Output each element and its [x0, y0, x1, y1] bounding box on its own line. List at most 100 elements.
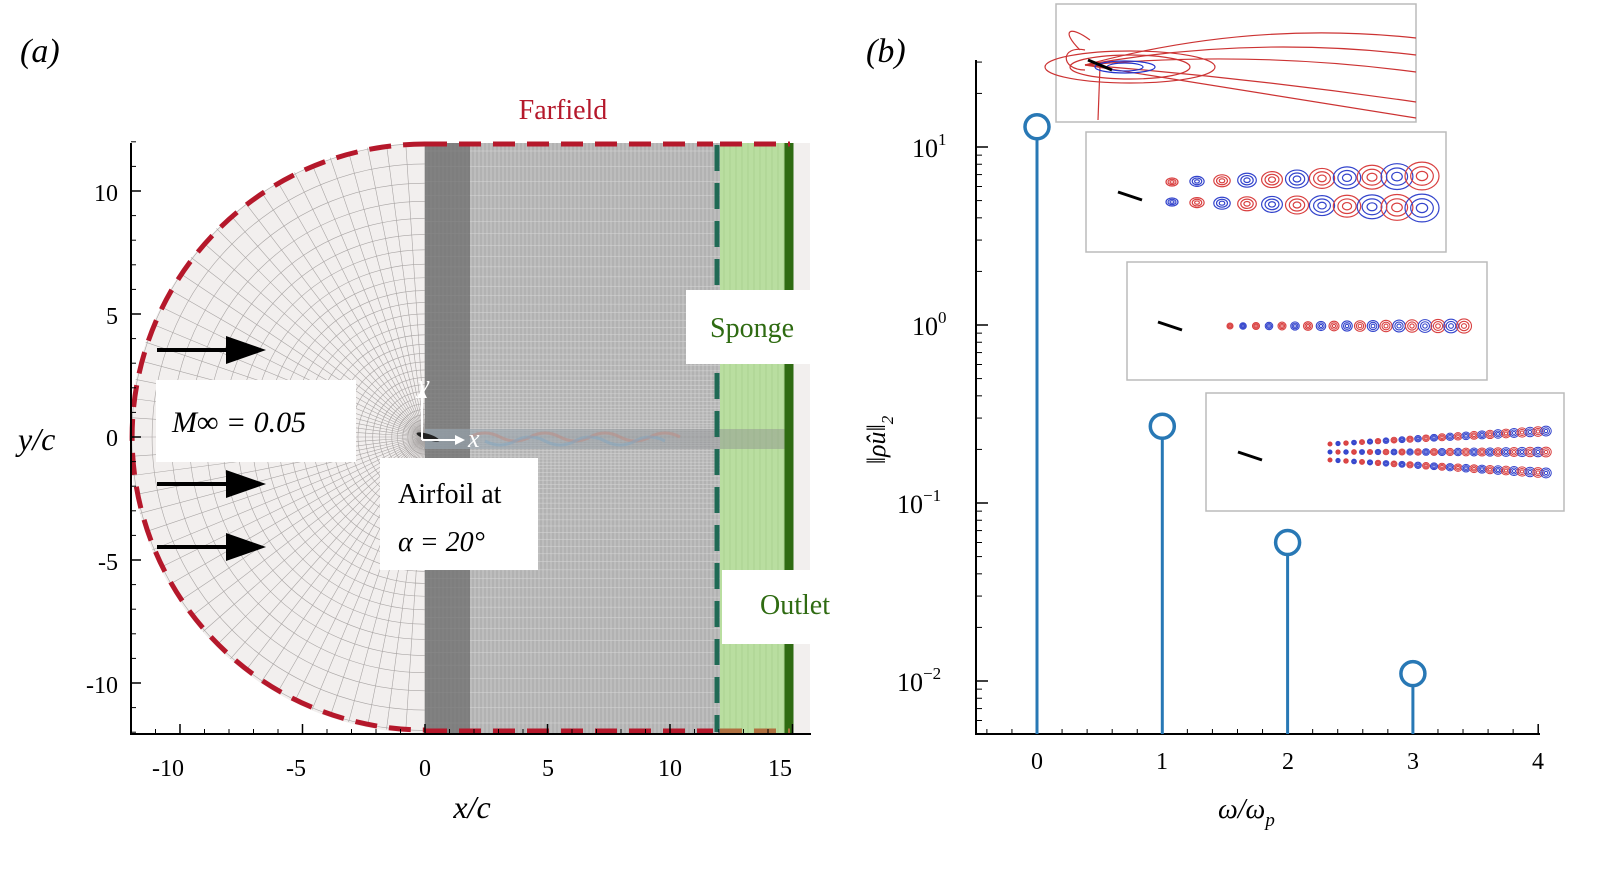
inset-contour: [1267, 201, 1277, 208]
inset-contour: [1191, 198, 1203, 207]
inset-contour: [1454, 464, 1462, 471]
inset-contour: [1218, 200, 1226, 206]
inset-contour: [1410, 166, 1434, 186]
inset-contour: [1254, 324, 1258, 328]
inset-contour: [1328, 320, 1340, 332]
inset-contour: [1336, 450, 1340, 454]
mesh-arc-line: [151, 163, 426, 711]
inset-contour: [1376, 461, 1380, 465]
inset-contour: [1462, 448, 1470, 456]
inset-contour: [1543, 428, 1549, 434]
inset-contour: [1485, 464, 1495, 475]
mach-label-box: [156, 380, 356, 462]
inset-contour: [1317, 174, 1327, 183]
inset-contour: [1267, 176, 1277, 183]
mesh-arc-line: [412, 424, 426, 450]
inset-contour: [1519, 430, 1525, 435]
inset-contour: [1454, 449, 1462, 455]
inset-contour: [1464, 466, 1468, 470]
inset-contour: [1215, 176, 1229, 186]
inset-contour: [1384, 450, 1388, 454]
inset-contour: [1432, 450, 1436, 454]
inset-contour: [1540, 425, 1552, 437]
inset-contour: [1391, 171, 1403, 182]
svg-text:‖ρ̂u‖2: ‖ρ̂u‖2: [862, 415, 897, 464]
inset-contour: [1439, 463, 1445, 470]
inset-contour: [1264, 198, 1280, 211]
inset-contour: [1327, 441, 1333, 447]
inset-contour: [1165, 177, 1179, 187]
inset-contour: [1406, 435, 1414, 443]
inset-contour: [1343, 458, 1349, 464]
mesh-radial-line: [260, 191, 426, 438]
inset-contour: [1379, 319, 1393, 333]
inset-contour: [1415, 462, 1421, 468]
inset-contour: [1480, 467, 1484, 471]
inset-contour: [1424, 436, 1428, 440]
mesh-radial-line: [179, 272, 426, 438]
inset-contour: [1330, 322, 1338, 330]
inset-contour: [1226, 322, 1234, 330]
inset-contour: [1366, 438, 1374, 445]
tick-b-y-2: 10−1: [897, 486, 941, 519]
inset-contour: [1422, 448, 1430, 456]
inset-contour: [1486, 448, 1494, 456]
inset-contour: [1454, 433, 1462, 440]
panel-b-label: (b): [866, 33, 906, 70]
inset-contour: [1456, 450, 1460, 454]
inset-contour: [1432, 321, 1444, 331]
inset-contour: [1382, 437, 1390, 444]
inset-contour: [1423, 463, 1429, 469]
inset-contour: [1328, 450, 1332, 454]
inset-contour: [1360, 440, 1364, 444]
inset-contour: [1368, 321, 1378, 331]
inset-contour: [1332, 194, 1362, 218]
inset-contour: [1477, 464, 1487, 474]
inset-contour: [1240, 174, 1254, 186]
inset-contour: [1440, 435, 1444, 439]
inset-contour: [1359, 439, 1365, 446]
mesh-radial-line: [277, 181, 426, 438]
axis-a-ylabel: y/c: [15, 421, 55, 457]
inset-contour: [1359, 449, 1365, 455]
inset-contour: [1542, 427, 1550, 435]
inset-contour: [1374, 437, 1382, 445]
sponge-label: Sponge: [710, 313, 794, 344]
inset-contour: [1439, 434, 1445, 441]
inset-contour: [1383, 449, 1389, 455]
inset-contour: [1351, 440, 1357, 445]
inset-contour: [1478, 448, 1486, 456]
inset-contour: [1343, 449, 1349, 455]
inset-contour: [1480, 450, 1484, 454]
inset-contour: [1535, 449, 1541, 455]
inset-contour: [1332, 166, 1362, 190]
inset-contour: [1423, 449, 1429, 455]
inset-contour: [1478, 431, 1486, 439]
inset-contour: [1446, 433, 1454, 440]
inset-contour: [1472, 466, 1476, 471]
inset-contour: [1478, 465, 1486, 473]
tick-b-x-0: 0: [1031, 749, 1043, 775]
inset-contour: [1253, 323, 1259, 329]
inset-contour: [1382, 448, 1390, 456]
inset-contour: [1391, 449, 1397, 455]
inset-contour: [1400, 450, 1404, 454]
inset-contour: [1404, 161, 1440, 191]
inset-contour: [1304, 322, 1312, 330]
inset-contour: [1443, 318, 1459, 334]
inset-contour: [1422, 434, 1430, 443]
inset-contour: [1336, 441, 1340, 446]
tick-a-y-2: 0: [106, 426, 118, 452]
inset-contour: [1375, 460, 1381, 466]
mesh-radial-line: [160, 306, 426, 438]
inset-contour: [1308, 167, 1336, 189]
inset-contour: [1540, 446, 1552, 458]
mesh-radial-line: [230, 215, 426, 438]
tick-a-y-4: -10: [86, 673, 118, 699]
flow-arrow-2-head: [226, 470, 266, 498]
inset-contour: [1464, 450, 1468, 454]
inset-contour: [1290, 321, 1300, 331]
inset-contour: [1167, 178, 1177, 186]
tick-b-x-3: 3: [1407, 749, 1419, 775]
inset-contour: [1344, 458, 1348, 463]
